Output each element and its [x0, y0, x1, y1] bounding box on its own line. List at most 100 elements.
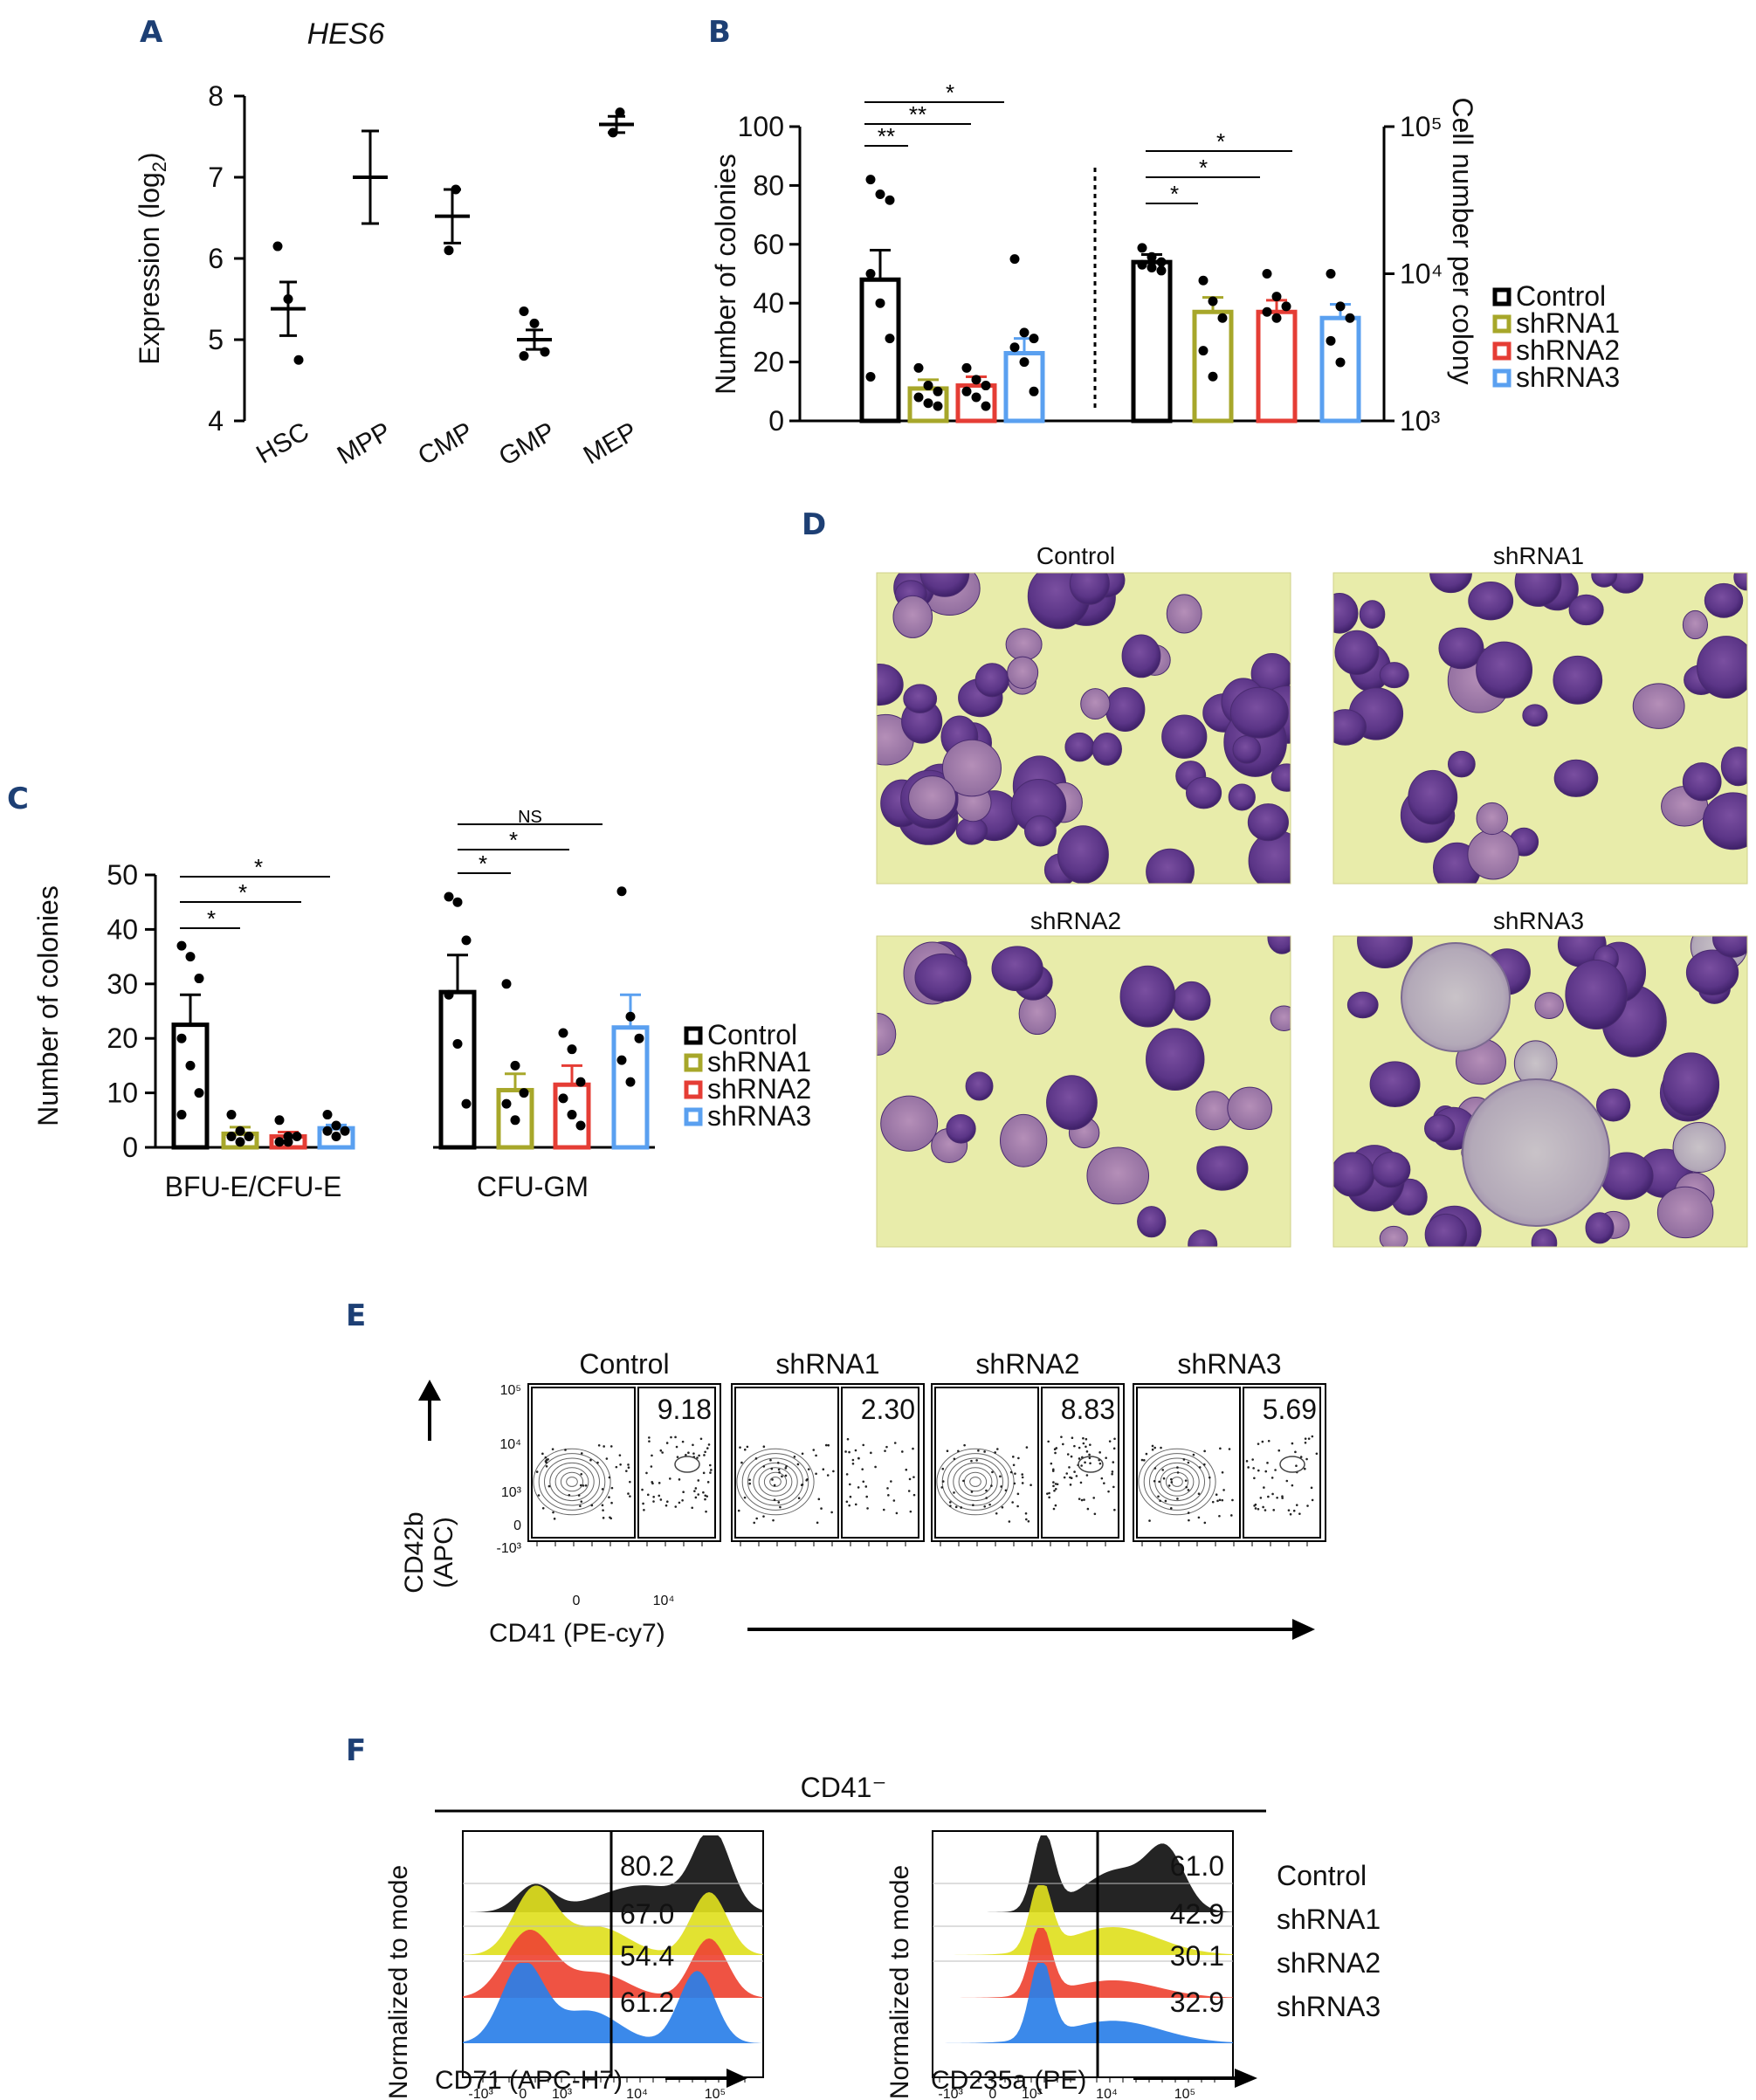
panel-e-event [1215, 1493, 1218, 1497]
panel-a-point-gmp [540, 347, 550, 357]
micrograph-shrna2 [876, 935, 1291, 1248]
panel-e-event [907, 1490, 911, 1492]
panel-e-event [1085, 1450, 1089, 1453]
panel-e-contour [1154, 1462, 1200, 1502]
micrograph-cells [877, 573, 1291, 884]
panel-a-point-gmp [519, 351, 529, 361]
micrograph-cell [1733, 573, 1747, 591]
panel-c-point [558, 1028, 568, 1038]
panel-e-event [1289, 1512, 1292, 1516]
panel-c-point [444, 892, 454, 902]
panel-b-right-point [1147, 251, 1157, 262]
panel-f-right-histogram-shrna3 [933, 1963, 1233, 2043]
panel-c-point [322, 1110, 333, 1120]
panel-e-event [1111, 1472, 1113, 1476]
panel-c-point [634, 1033, 644, 1043]
panel-f-sample-label-shrna1: shRNA1 [1277, 1904, 1381, 1935]
micrograph-cell [1595, 1088, 1631, 1122]
panel-b-left-point [971, 375, 981, 385]
panel-e-event [691, 1506, 694, 1510]
panel-e-event [862, 1443, 865, 1447]
panel-e-event [801, 1452, 804, 1456]
panel-e-event [1080, 1498, 1084, 1502]
panel-c-point [625, 1077, 636, 1087]
panel-e-event [698, 1454, 700, 1457]
panel-b-right-point [1271, 313, 1282, 323]
panel-f-sample-label-control: Control [1277, 1860, 1367, 1891]
panel-e-event [1257, 1508, 1260, 1511]
panel-e-event [537, 1494, 541, 1497]
panel-e-event [1070, 1455, 1073, 1458]
panel-e-event [1219, 1447, 1222, 1450]
panel-f-ylabel-left: Normalized to mode [384, 1865, 413, 2099]
panel-c-point [501, 979, 512, 989]
panel-b-right-bar-control [1131, 259, 1173, 423]
panel-c-point [292, 1132, 302, 1142]
panel-b-left-ytick-label: 80 [753, 169, 784, 201]
panel-e-event [687, 1451, 690, 1454]
panel-e-gate-percent: 5.69 [1263, 1394, 1317, 1425]
panel-b-left-point [913, 362, 924, 373]
panel-e-sample-title-shrna2: shRNA2 [975, 1348, 1079, 1380]
panel-e-event [1053, 1489, 1056, 1492]
panel-c-point [185, 1060, 196, 1071]
panel-f-left-xtick-label: 10³ [552, 2087, 573, 2100]
panel-e-event [846, 1437, 850, 1441]
panel-e-contour [1149, 1457, 1205, 1506]
panel-e-event [893, 1442, 897, 1444]
micrograph-cell [1005, 628, 1043, 661]
panel-e-event [773, 1498, 776, 1501]
panel-e-event [658, 1482, 661, 1484]
panel-e-event [1251, 1458, 1254, 1461]
panel-c-point [274, 1137, 285, 1147]
micrograph-cell [1086, 1146, 1150, 1205]
panel-e-event [681, 1498, 684, 1502]
panel-b-left-point [933, 386, 943, 396]
panel-e-event [844, 1450, 847, 1453]
panel-b-right-sig-label: * [1170, 181, 1179, 207]
micrograph-cell [1438, 627, 1484, 670]
panel-a-category-cmp: CMP [413, 417, 478, 471]
panel-e-event [1025, 1446, 1029, 1449]
micrograph-cell [941, 739, 1002, 797]
panel-c-point [510, 1060, 520, 1071]
panel-c-ytick-label: 50 [107, 859, 138, 891]
panel-b-left-point [1009, 342, 1020, 353]
panel-e-event [1021, 1473, 1024, 1476]
panel-e-event [985, 1497, 988, 1499]
panel-b-left-point [865, 371, 876, 382]
panel-e-event [707, 1443, 711, 1446]
panel-e-event [618, 1454, 622, 1456]
panel-e-event [912, 1476, 915, 1478]
panel-b-right-point [1271, 292, 1282, 302]
panel-e-event [824, 1443, 828, 1447]
panel-e-event [739, 1446, 741, 1449]
panel-a-point-hsc [293, 355, 304, 365]
panel-f-right-histogram-shrna2 [933, 1928, 1233, 1998]
micrograph-cells [1333, 936, 1747, 1247]
panel-e-event [912, 1447, 914, 1450]
panel-e-event [608, 1496, 610, 1498]
micrograph-cell [1672, 1121, 1726, 1174]
micrograph-cell [1105, 686, 1146, 732]
panel-e-event [1266, 1462, 1269, 1464]
panel-e-event [650, 1465, 653, 1468]
panel-f-right-xtick-label: 10⁴ [1096, 2087, 1118, 2100]
panel-c-ytick-label: 0 [122, 1132, 138, 1163]
panel-e-event [1082, 1436, 1085, 1440]
micrograph-cell [1632, 683, 1685, 729]
panel-e-event [1299, 1456, 1303, 1458]
micrograph-cell [1267, 936, 1291, 954]
panel-e-event [564, 1449, 567, 1451]
panel-e-event [746, 1445, 749, 1449]
panel-e-event [702, 1491, 705, 1494]
micrograph-cell [1232, 735, 1262, 764]
panel-c-point [235, 1137, 245, 1147]
micrograph-cell [1531, 1229, 1558, 1247]
panel-a-ytick-label: 8 [208, 80, 224, 112]
panel-e-event [905, 1468, 908, 1471]
panel-e-event [645, 1471, 648, 1475]
panel-e-event [1070, 1477, 1073, 1480]
panel-c-legend-swatch-shrna2 [684, 1080, 703, 1099]
